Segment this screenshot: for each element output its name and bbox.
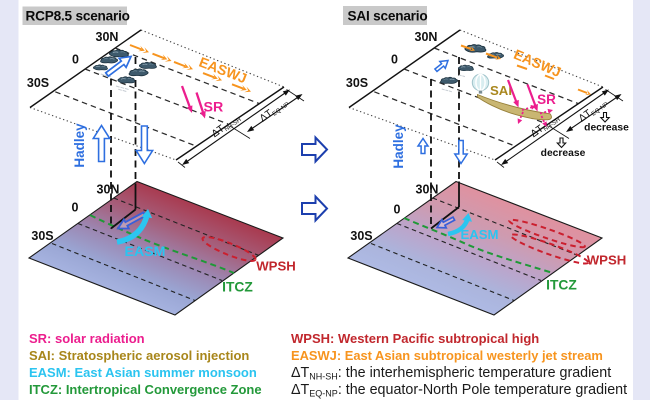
svg-text:30S: 30S <box>31 229 53 243</box>
svg-text:EASM: EASM <box>125 244 166 260</box>
svg-text:SAI: Stratospheric aerosol inj: SAI: Stratospheric aerosol injection <box>29 348 249 363</box>
svg-text:SAI scenario: SAI scenario <box>348 9 428 24</box>
svg-text:0: 0 <box>72 53 79 67</box>
svg-text:WPSH: WPSH <box>587 253 627 268</box>
svg-text:30N: 30N <box>415 30 438 44</box>
svg-text:ΔTNH-SH: the interhemispheric: ΔTNH-SH: the interhemispheric temperatur… <box>291 365 611 382</box>
svg-text:EASM: East Asian summer monsoo: EASM: East Asian summer monsoon <box>29 365 257 380</box>
svg-text:WPSH: WPSH <box>256 259 296 274</box>
svg-text:30S: 30S <box>346 76 368 90</box>
svg-text:0: 0 <box>72 201 79 215</box>
svg-text:SR: solar radiation: SR: solar radiation <box>29 331 145 346</box>
svg-text:decrease: decrease <box>584 123 629 134</box>
svg-text:Hadley: Hadley <box>72 123 87 168</box>
svg-text:SR: SR <box>537 92 556 107</box>
svg-text:0: 0 <box>391 53 398 67</box>
svg-text:30S: 30S <box>350 229 372 243</box>
svg-text:ITCZ: ITCZ <box>222 280 253 295</box>
svg-text:EASM: EASM <box>460 227 498 242</box>
svg-text:ITCZ: Intertropical Convergenc: ITCZ: Intertropical Convergence Zone <box>29 382 262 397</box>
svg-text:0: 0 <box>394 203 401 217</box>
svg-text:WPSH: Western Pacific subtropi: WPSH: Western Pacific subtropical high <box>291 331 539 346</box>
svg-text:30N: 30N <box>96 30 119 44</box>
svg-text:ΔTEQ-NP: the equator-North Pol: ΔTEQ-NP: the equator-North Pole temperat… <box>291 382 627 399</box>
svg-text:SAI: SAI <box>490 83 512 98</box>
svg-text:RCP8.5 scenario: RCP8.5 scenario <box>26 9 130 24</box>
svg-text:30N: 30N <box>97 183 120 197</box>
svg-text:EASWJ: East Asian subtropical: EASWJ: East Asian subtropical westerly j… <box>291 348 603 363</box>
svg-text:decrease: decrease <box>541 148 586 159</box>
svg-text:SR: SR <box>204 100 224 116</box>
svg-text:30S: 30S <box>27 76 49 90</box>
svg-text:30N: 30N <box>416 183 439 197</box>
svg-text:ITCZ: ITCZ <box>546 278 577 293</box>
svg-text:Hadley: Hadley <box>391 124 406 169</box>
